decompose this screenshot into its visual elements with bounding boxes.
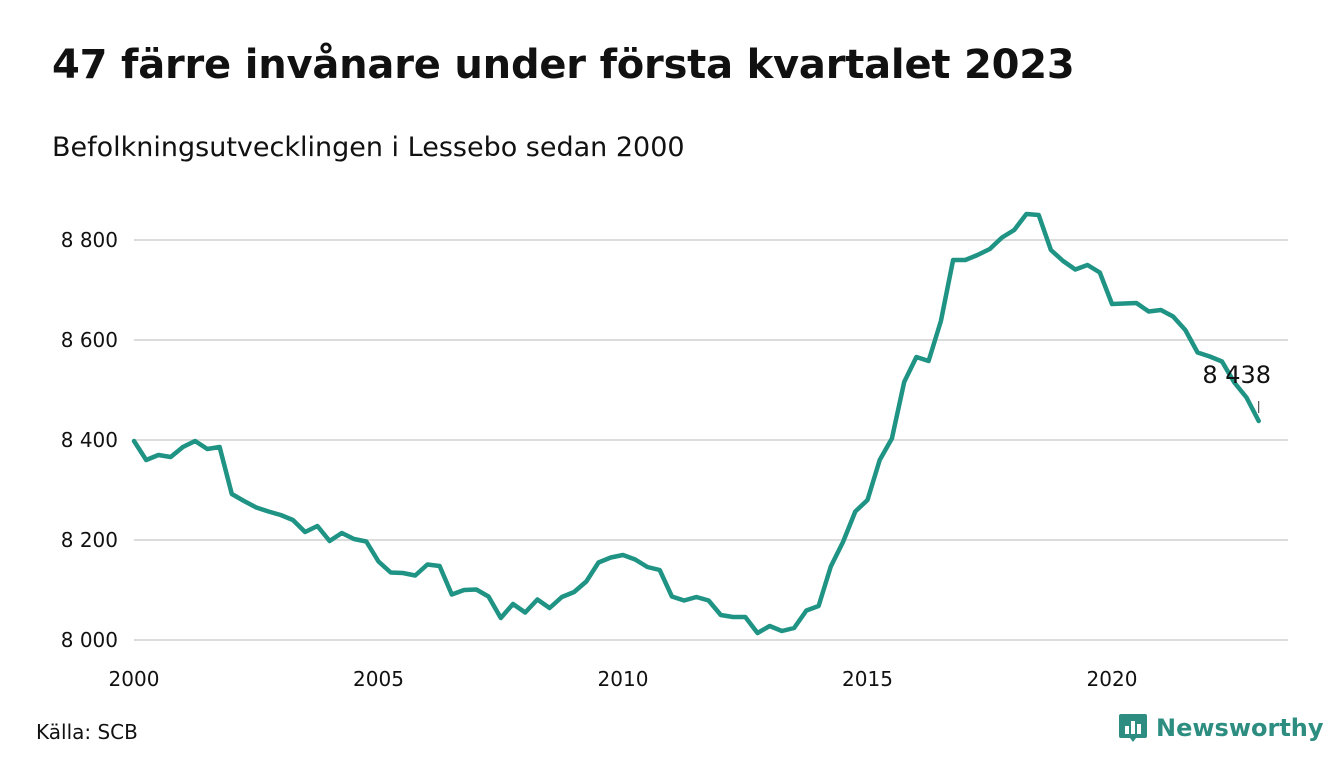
chart-subtitle: Befolkningsutvecklingen i Lessebo sedan … bbox=[52, 132, 685, 163]
y-axis: 8 000 8 200 8 400 8 600 8 800 bbox=[61, 228, 118, 652]
source-note: Källa: SCB bbox=[36, 720, 138, 744]
y-tick-label: 8 000 bbox=[61, 628, 118, 652]
annotation-label: 8 438 bbox=[1202, 361, 1271, 389]
x-tick-label: 2020 bbox=[1087, 667, 1138, 691]
x-tick-label: 2010 bbox=[598, 667, 649, 691]
y-tick-label: 8 200 bbox=[61, 528, 118, 552]
x-tick-label: 2000 bbox=[109, 667, 160, 691]
y-tick-label: 8 400 bbox=[61, 428, 118, 452]
x-tick-label: 2015 bbox=[842, 667, 893, 691]
brand-logo: Newsworthy bbox=[1118, 712, 1324, 744]
x-tick-label: 2005 bbox=[353, 667, 404, 691]
annotations: 8 438 bbox=[1202, 361, 1271, 413]
gridlines bbox=[134, 239, 1288, 641]
x-axis: 2000 2005 2010 2015 2020 bbox=[109, 667, 1138, 691]
series-group bbox=[131, 211, 1261, 636]
chart-title: 47 färre invånare under första kvartalet… bbox=[52, 42, 1075, 88]
brand-name: Newsworthy bbox=[1156, 714, 1324, 742]
y-tick-label: 8 600 bbox=[61, 328, 118, 352]
newsworthy-logo-icon bbox=[1119, 714, 1147, 742]
y-tick-label: 8 800 bbox=[61, 228, 118, 252]
series-line bbox=[131, 211, 1261, 636]
